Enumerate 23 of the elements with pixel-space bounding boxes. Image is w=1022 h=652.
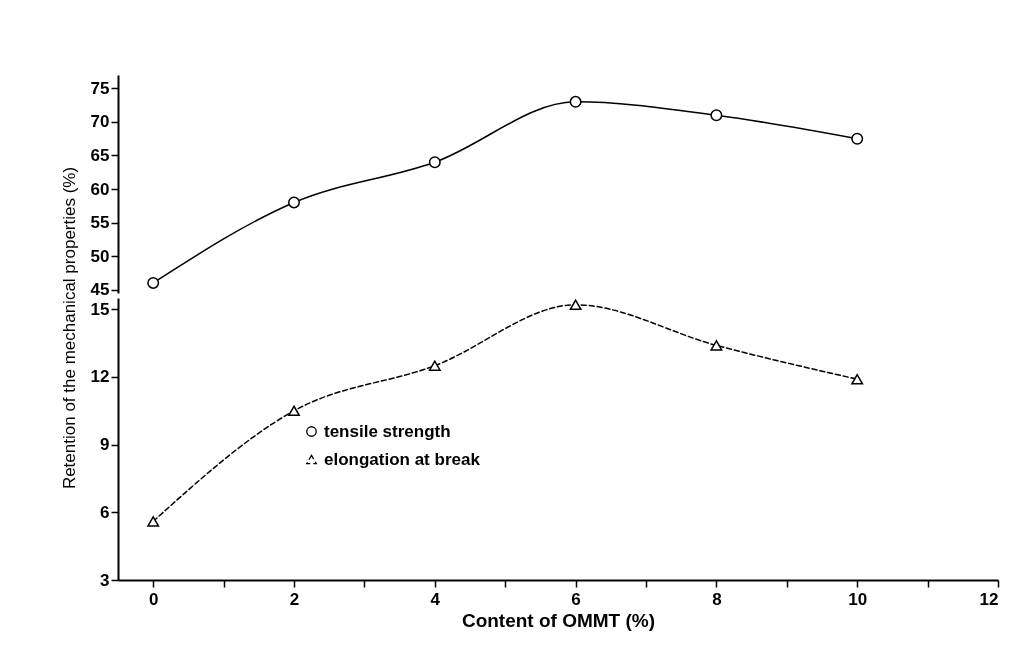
x-tick-label: 8 (712, 589, 722, 609)
y-tick-label: 45 (90, 280, 110, 300)
x-tick-label: 6 (571, 589, 581, 609)
y-tick-label: 12 (90, 367, 110, 387)
y-tick-label: 75 (90, 78, 110, 98)
x-tick-label: 2 (289, 589, 300, 609)
y-tick-label: 60 (90, 179, 110, 199)
x-axis-title: Content of OMMT (%) (461, 609, 656, 631)
legend-label: tensile strength (324, 421, 451, 441)
legend-label: elongation at break (324, 449, 481, 469)
x-tick-label: 12 (979, 589, 999, 609)
y-axis-title: Retention of the mechanical properties (%) (59, 166, 79, 490)
y-tick-label: 55 (90, 213, 110, 233)
x-tick-label: 0 (148, 589, 159, 609)
y-tick-label: 50 (90, 246, 110, 266)
y-tick-label: 6 (100, 502, 110, 522)
y-tick-label: 9 (100, 435, 110, 455)
y-tick-label: 15 (90, 299, 110, 319)
y-tick-label: 65 (90, 145, 110, 165)
x-tick-label: 10 (848, 589, 868, 609)
y-tick-label: 3 (100, 570, 110, 590)
y-tick-label: 70 (90, 112, 110, 132)
x-tick-label: 4 (430, 589, 441, 609)
